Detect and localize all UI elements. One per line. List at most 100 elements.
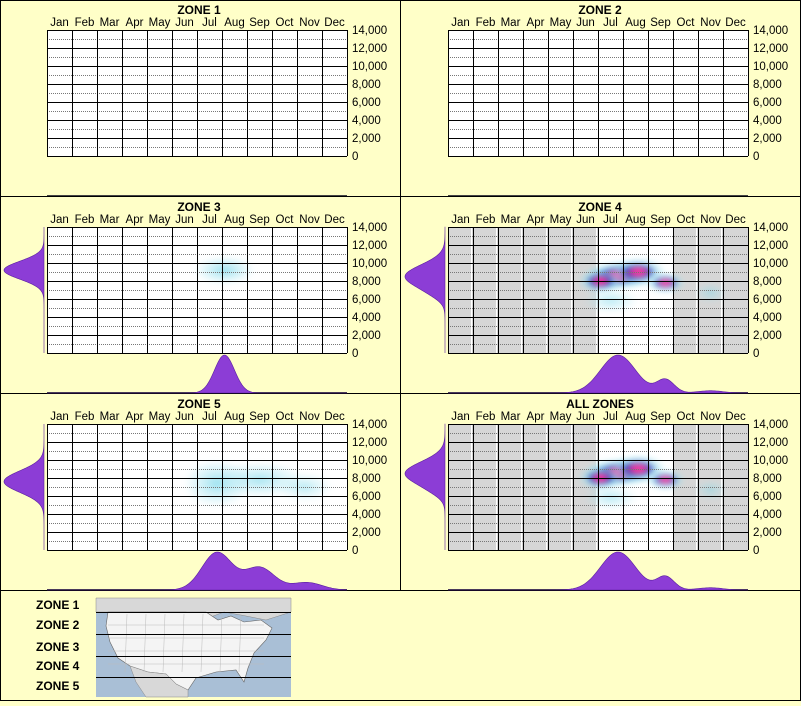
elevation-tick-label: 10,000 (352, 61, 387, 73)
dormant-month-band (473, 227, 498, 353)
month-tick-label: Mar (100, 411, 120, 423)
month-density-curve (47, 551, 348, 591)
month-tick-label: Oct (276, 17, 295, 29)
month-tick-label: Dec (324, 411, 345, 423)
month-tick-label: Oct (276, 411, 295, 423)
month-tick-label: Aug (625, 214, 645, 226)
map-state-line (124, 613, 128, 673)
month-tick-label: Nov (700, 17, 721, 29)
elevation-tick-label: 6,000 (753, 491, 782, 503)
elevation-tick-label: 12,000 (352, 43, 387, 55)
density-hotspot (646, 469, 685, 490)
month-tick-label: Jun (576, 214, 595, 226)
zone-panel-2: ZONE 2 Jan Feb Mar Apr May Jun Jul Aug Sep Oct Nov D… (448, 3, 788, 196)
month-tick-label: Mar (100, 17, 120, 29)
month-tick-label: Apr (527, 17, 545, 29)
panel-title: ZONE 4 (578, 200, 622, 214)
month-tick-label: Mar (501, 17, 521, 29)
month-tick-label: Jul (202, 411, 217, 423)
elevation-tick-label: 14,000 (753, 222, 788, 234)
month-tick-label: Jan (451, 17, 470, 29)
month-tick-label: Mar (501, 411, 521, 423)
month-tick-label: Jul (603, 214, 618, 226)
month-tick-label: May (149, 17, 171, 29)
month-tick-label: Dec (324, 214, 345, 226)
dormant-month-band (723, 424, 748, 550)
month-tick-label: Jul (202, 17, 217, 29)
elevation-tick-label: 0 (352, 348, 358, 360)
elevation-tick-label: 10,000 (352, 258, 387, 270)
elevation-tick-label: 4,000 (753, 509, 782, 521)
elevation-tick-label: 10,000 (753, 455, 788, 467)
legend-zone-label: ZONE 4 (36, 659, 80, 673)
elevation-tick-label: 14,000 (753, 419, 788, 431)
month-tick-label: Mar (501, 214, 521, 226)
month-tick-label: Sep (650, 214, 670, 226)
month-tick-label: Aug (625, 17, 645, 29)
month-tick-label: Nov (299, 17, 320, 29)
month-tick-label: Aug (224, 214, 244, 226)
month-tick-label: Jan (451, 411, 470, 423)
month-tick-label: Feb (75, 411, 95, 423)
month-tick-label: Jul (603, 411, 618, 423)
elevation-tick-label: 10,000 (753, 61, 788, 73)
month-tick-label: Feb (75, 214, 95, 226)
dormant-month-band (723, 227, 748, 353)
map-state-line (219, 613, 223, 673)
elevation-tick-label: 2,000 (753, 527, 782, 539)
month-tick-label: Aug (224, 17, 244, 29)
elevation-tick-label: 6,000 (352, 491, 381, 503)
elevation-tick-label: 6,000 (753, 97, 782, 109)
elevation-tick-label: 8,000 (753, 276, 782, 288)
month-tick-label: Jul (603, 17, 618, 29)
elevation-density-curve (404, 423, 446, 550)
map-state-line (143, 613, 147, 673)
month-tick-label: Dec (324, 17, 345, 29)
legend-zone-label: ZONE 2 (36, 618, 80, 632)
elevation-tick-label: 6,000 (352, 294, 381, 306)
elevation-density-curve (3, 424, 45, 550)
month-tick-label: Feb (476, 17, 496, 29)
legend-zone-label: ZONE 1 (36, 598, 80, 612)
month-tick-label: Apr (126, 17, 144, 29)
dormant-month-band (523, 227, 548, 353)
panel-title: ZONE 2 (578, 3, 622, 17)
month-tick-label: Sep (650, 17, 670, 29)
month-tick-label: Nov (700, 214, 721, 226)
month-tick-label: Jun (576, 17, 595, 29)
month-tick-label: Apr (527, 411, 545, 423)
month-tick-label: Oct (276, 214, 295, 226)
zone-panel-5: ZONE 5 Jan Feb Mar Apr May Jun Jul Aug Sep Oct Nov D… (3, 397, 387, 591)
zone-panel-1: ZONE 1 Jan Feb Mar Apr May Jun Jul Aug Sep Oct Nov D… (47, 3, 387, 196)
month-tick-label: Jun (175, 17, 194, 29)
month-tick-label: Jun (175, 411, 194, 423)
elevation-tick-label: 8,000 (753, 473, 782, 485)
elevation-tick-label: 14,000 (753, 25, 788, 37)
legend-zone-label: ZONE 5 (36, 679, 80, 693)
density-hotspot (194, 256, 255, 285)
density-hotspot (277, 473, 332, 501)
elevation-tick-label: 0 (753, 151, 759, 163)
density-hotspot (694, 282, 727, 303)
month-tick-label: Mar (100, 214, 120, 226)
month-tick-label: Apr (126, 214, 144, 226)
dormant-month-band (523, 424, 548, 550)
elevation-tick-label: 0 (753, 545, 759, 557)
month-tick-label: Jun (175, 214, 194, 226)
month-tick-label: Jan (451, 214, 470, 226)
month-tick-label: Aug (224, 411, 244, 423)
month-tick-label: Sep (249, 17, 269, 29)
elevation-tick-label: 4,000 (753, 115, 782, 127)
elevation-tick-label: 8,000 (352, 473, 381, 485)
dormant-month-band (473, 424, 498, 550)
month-tick-label: Feb (75, 17, 95, 29)
density-hotspot (583, 485, 638, 510)
month-density-curve (448, 551, 749, 591)
map-state-line (200, 613, 204, 673)
month-tick-label: Oct (677, 411, 696, 423)
us-map-icon (95, 597, 292, 698)
elevation-tick-label: 4,000 (352, 115, 381, 127)
elevation-tick-label: 14,000 (352, 222, 387, 234)
elevation-tick-label: 4,000 (352, 509, 381, 521)
